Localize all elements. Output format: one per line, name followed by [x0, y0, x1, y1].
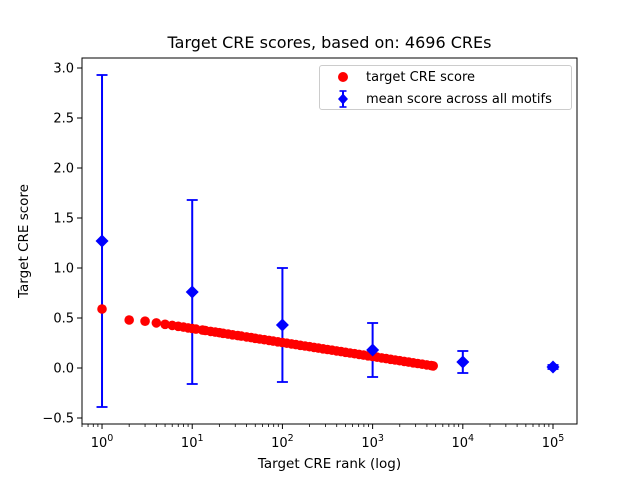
legend-item-label: target CRE score — [366, 69, 476, 85]
legend: target CRE score mean score across all m… — [319, 65, 572, 110]
blue-diamond-errorbar-icon — [338, 90, 348, 108]
mean-data-point — [546, 360, 560, 374]
chart-title: Target CRE scores, based on: 4696 CREs — [167, 33, 492, 52]
legend-item-label: mean score across all motifs — [366, 91, 552, 107]
x-axis-label: Target CRE rank (log) — [257, 456, 402, 472]
target-score-series — [97, 304, 439, 371]
axes: 100 101 102 103 104 105 −0.5 0.0 0.5 1.0 1.5 2.0 2.5… — [42, 57, 578, 451]
data-point — [151, 318, 162, 328]
x-tick-label: 103 — [361, 433, 384, 451]
y-tick-label: 0.0 — [53, 362, 74, 377]
mean-data-point — [456, 355, 470, 369]
data-point — [140, 316, 150, 327]
data-point — [97, 304, 107, 314]
x-tick-label: 101 — [181, 433, 204, 451]
mean-errorbar-lines — [96, 74, 559, 408]
data-point — [428, 361, 439, 371]
legend-item-target-score: target CRE score — [320, 66, 571, 88]
mean-data-point — [95, 234, 109, 248]
mean-data-point — [366, 343, 380, 357]
red-circle-icon — [338, 72, 348, 82]
y-tick-label: −0.5 — [42, 412, 74, 427]
y-tick-label: 2.0 — [53, 162, 74, 177]
mean-score-diamonds — [95, 234, 560, 374]
y-tick-label: 3.0 — [53, 62, 74, 77]
data-point — [160, 319, 170, 330]
x-tick-label: 105 — [542, 433, 565, 451]
mean-data-point — [275, 318, 289, 332]
y-tick-label: 1.0 — [53, 262, 74, 277]
x-tick-label: 102 — [271, 433, 294, 451]
y-tick-label: 1.5 — [53, 212, 74, 227]
y-tick-label: 2.5 — [53, 112, 74, 127]
legend-item-mean-score: mean score across all motifs — [320, 88, 571, 110]
x-tick-label: 104 — [452, 433, 475, 451]
x-tick-label: 100 — [91, 433, 114, 451]
y-tick-label: 0.5 — [53, 312, 74, 327]
mean-data-point — [185, 285, 199, 299]
data-point — [124, 315, 134, 325]
plot-frame — [81, 57, 578, 425]
